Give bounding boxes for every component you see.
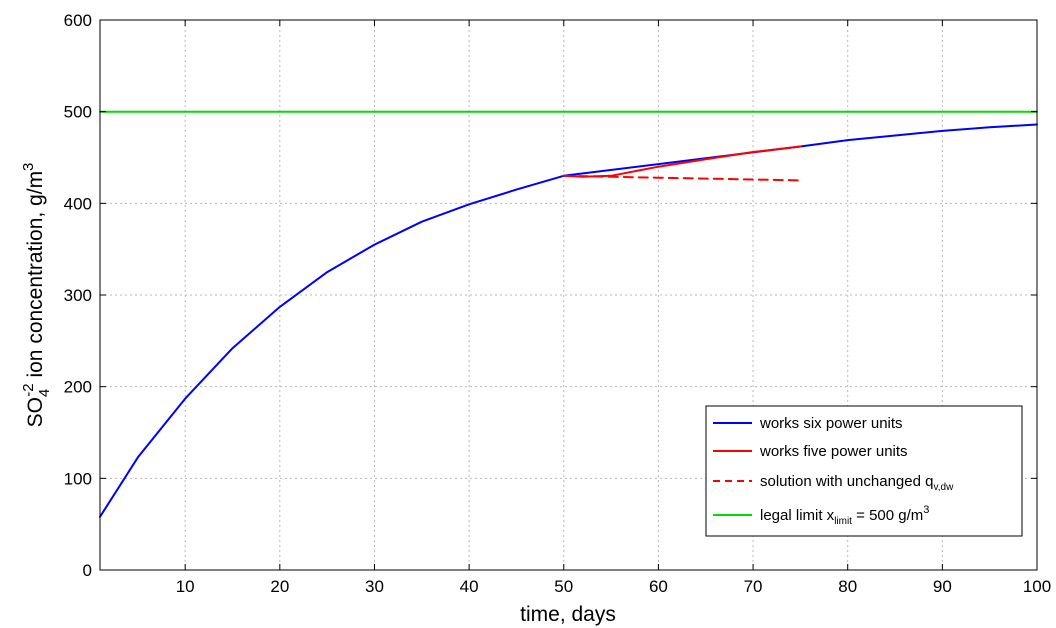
x-tick-label-100: 100 [1023, 577, 1051, 596]
x-tick-label-50: 50 [554, 577, 573, 596]
legend: works six power units works five power u… [705, 405, 1023, 537]
y-tick-label-0: 0 [83, 561, 92, 580]
y-tick-label-400: 400 [64, 194, 92, 213]
legend-label-unchanged-sub: v,dw [933, 482, 954, 493]
legend-label-limit-text: legal limit x [760, 507, 835, 524]
ticks: 10 20 30 40 50 60 70 80 90 100 0 100 200 300 400 500 600 [64, 11, 1052, 596]
series-line-0 [99, 123, 1038, 518]
y-axis-label-sub: 4 [36, 389, 53, 397]
legend-label-five-units: works five power units [759, 443, 908, 460]
series-layer [99, 110, 1038, 518]
legend-label-six-units: works six power units [759, 415, 903, 432]
legend-label-limit-sup: 3 [923, 504, 929, 516]
x-tick-label-90: 90 [933, 577, 952, 596]
y-tick-label-500: 500 [64, 103, 92, 122]
y-axis-label-rest: ion concentration, g/m [24, 171, 47, 383]
legend-label-unchanged: solution with unchanged qv,dw [760, 473, 954, 493]
legend-label-limit: legal limit xlimit = 500 g/m3 [760, 504, 929, 527]
series-line-1 [562, 145, 802, 178]
x-axis-label: time, days [520, 603, 616, 626]
y-axis-label-unit-sup: 3 [20, 163, 37, 171]
y-axis-label-sup: -2 [20, 383, 37, 396]
legend-label-limit-rest: = 500 g/m [852, 507, 923, 524]
x-tick-label-20: 20 [270, 577, 289, 596]
legend-label-limit-sub: limit [834, 516, 852, 527]
x-tick-label-30: 30 [365, 577, 384, 596]
x-tick-label-70: 70 [744, 577, 763, 596]
x-tick-label-10: 10 [176, 577, 195, 596]
x-tick-label-40: 40 [460, 577, 479, 596]
x-tick-label-80: 80 [838, 577, 857, 596]
y-tick-label-100: 100 [64, 469, 92, 488]
y-tick-label-300: 300 [64, 286, 92, 305]
y-tick-label-600: 600 [64, 11, 92, 30]
y-axis-label: SO4-2 ion concentration, g/m3 [20, 163, 53, 428]
x-tick-label-60: 60 [649, 577, 668, 596]
legend-box [705, 405, 1023, 537]
y-axis-label-base: SO [24, 397, 47, 427]
y-tick-label-200: 200 [64, 378, 92, 397]
legend-label-unchanged-text: solution with unchanged q [760, 473, 933, 490]
